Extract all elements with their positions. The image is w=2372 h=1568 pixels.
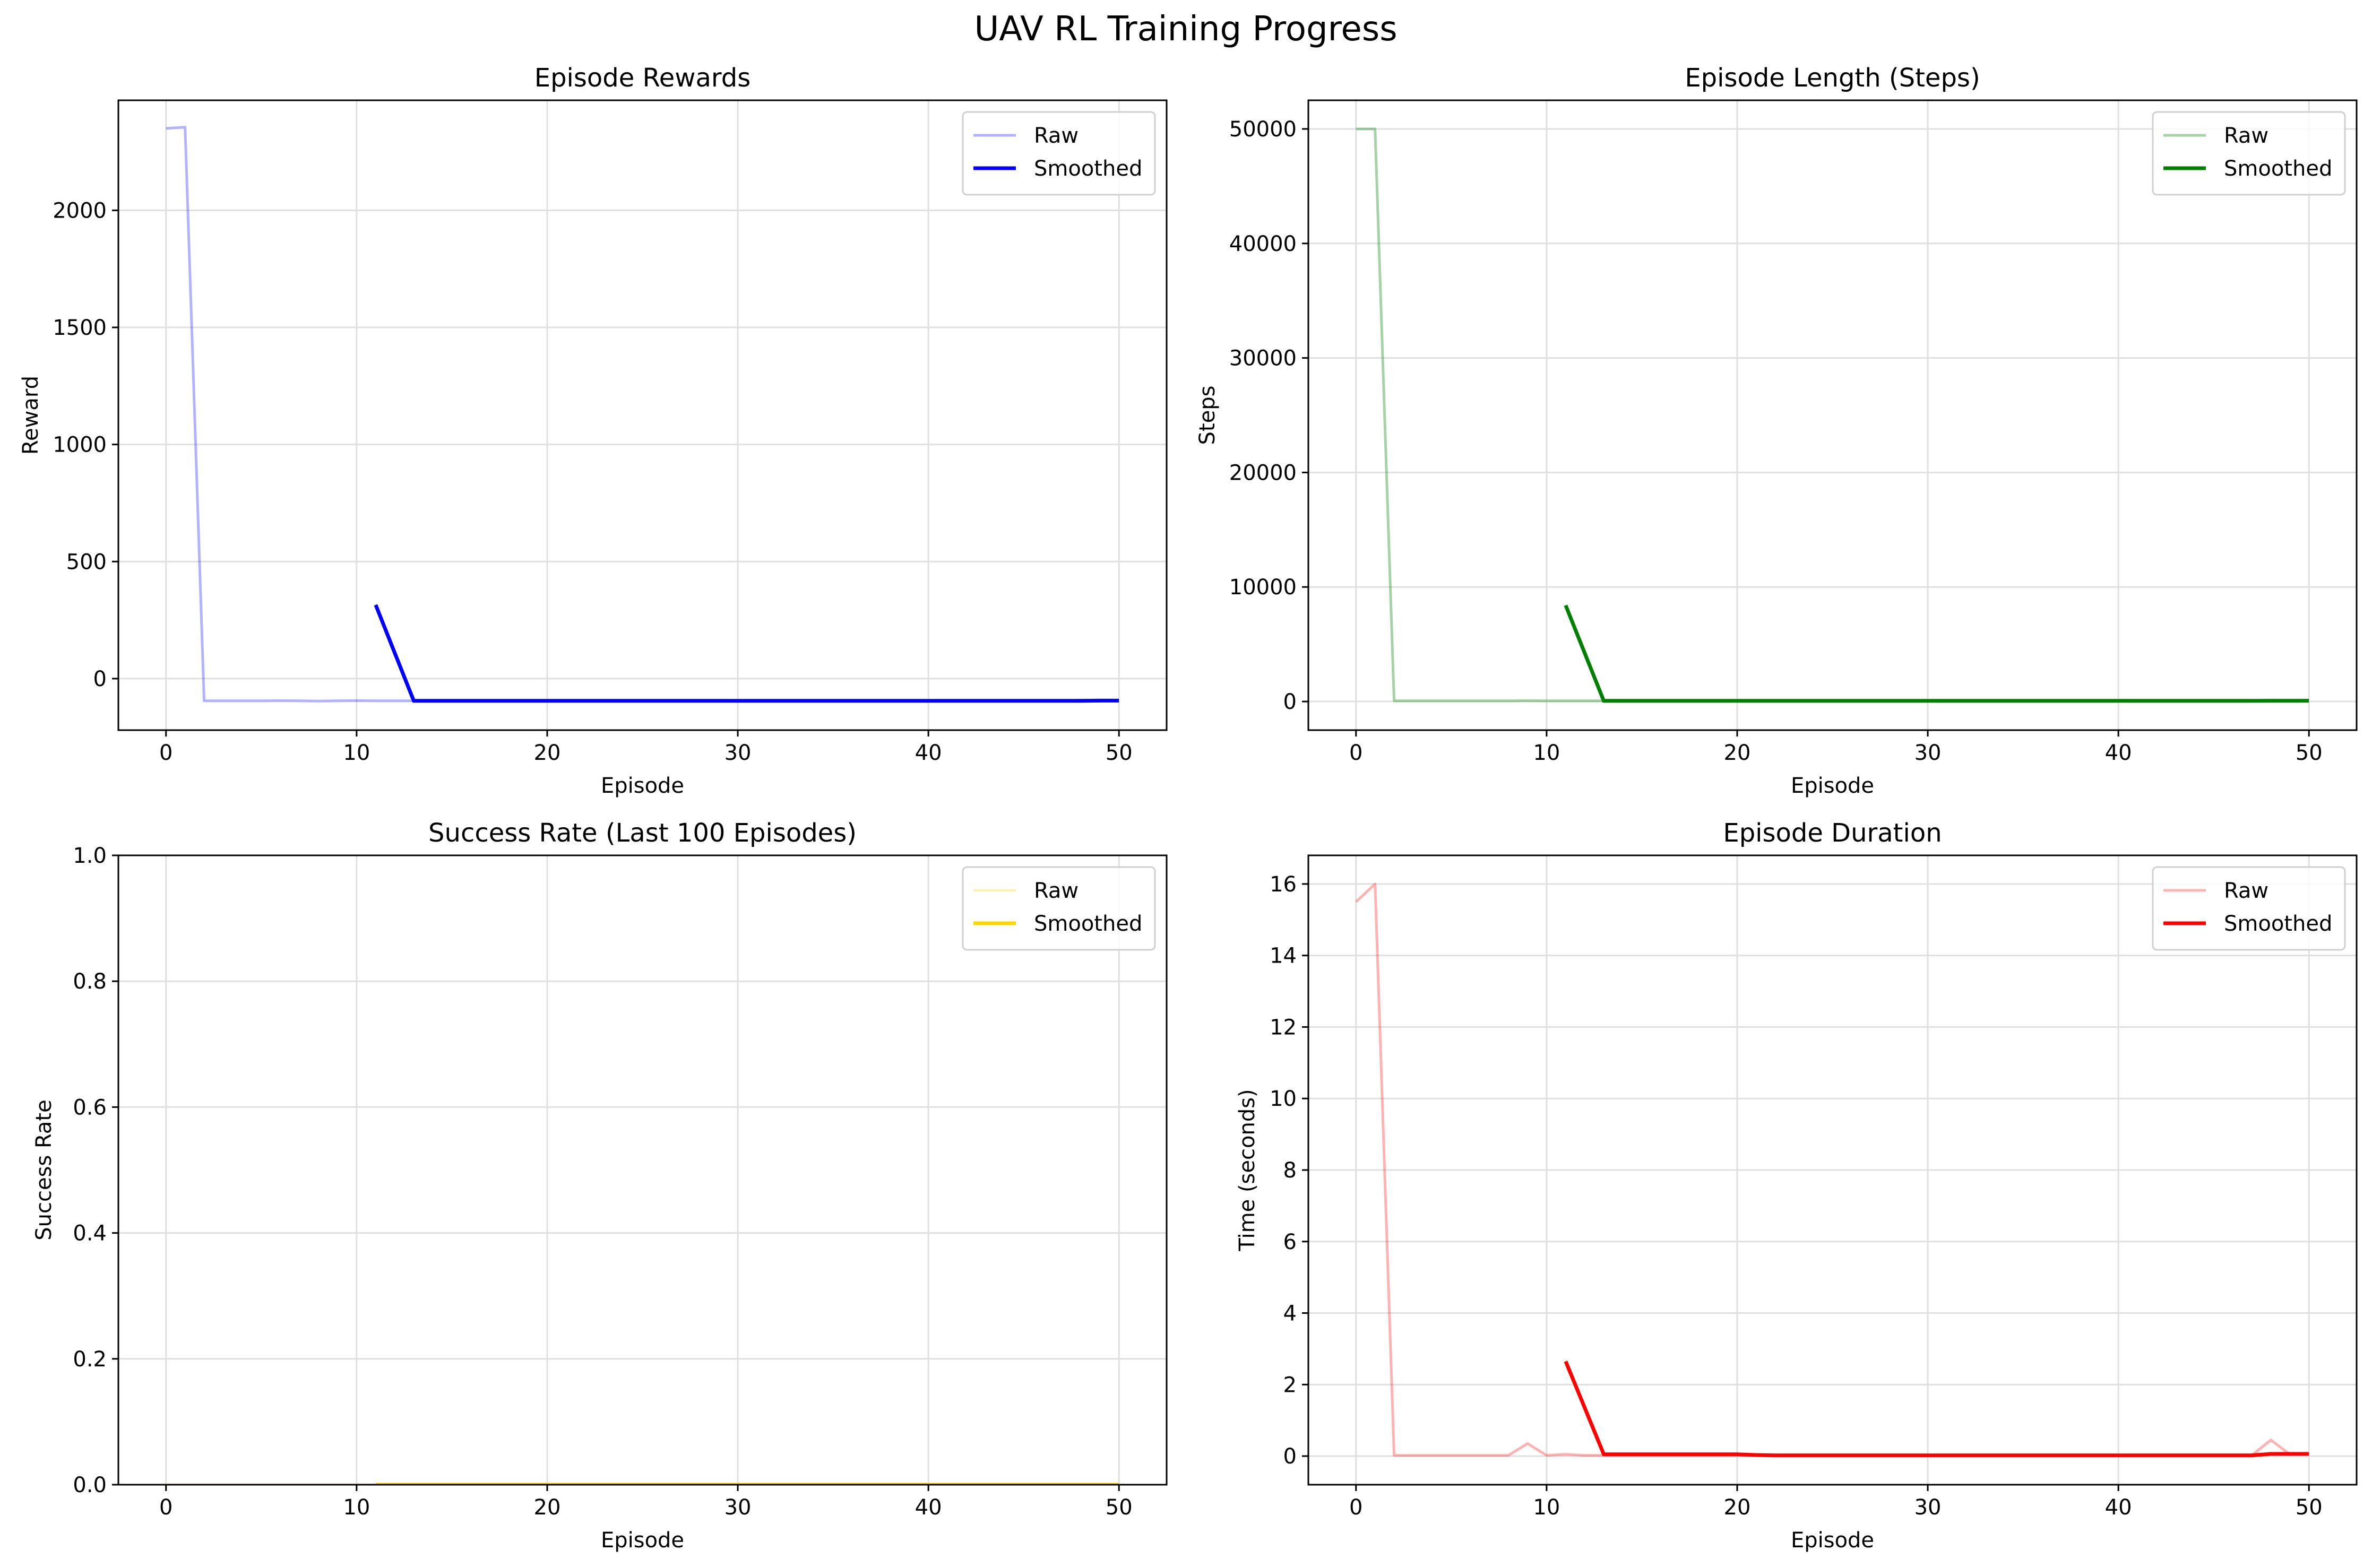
panel-title: Episode Rewards xyxy=(534,63,751,93)
axes-frame xyxy=(117,854,1168,1486)
legend: Raw Smoothed xyxy=(2152,866,2346,951)
x-tick-label: 30 xyxy=(724,1495,752,1520)
series-group xyxy=(166,126,1119,703)
y-axis-label: Time (seconds) xyxy=(1235,1089,1260,1251)
y-tick-label: 12 xyxy=(1270,1015,1297,1039)
y-tick-label: 0.2 xyxy=(73,1347,107,1372)
legend-label-smoothed: Smoothed xyxy=(1034,912,1142,936)
x-tick-label: 0 xyxy=(159,741,172,765)
x-tick-label: 10 xyxy=(343,1495,370,1520)
axes-frame xyxy=(1307,99,2358,731)
legend-box xyxy=(2152,866,2346,951)
x-axis-label: Episode xyxy=(1791,774,1874,798)
y-axis-label: Steps xyxy=(1195,386,1220,445)
panel-title: Episode Duration xyxy=(1723,818,1942,848)
x-tick-label: 30 xyxy=(1914,1495,1942,1520)
x-tick-label: 30 xyxy=(724,741,752,765)
x-tick-label: 20 xyxy=(534,1495,561,1520)
legend: Raw Smoothed xyxy=(962,866,1156,951)
x-tick-label: 10 xyxy=(1533,1495,1560,1520)
y-tick-label: 1000 xyxy=(53,433,107,457)
legend-label-raw: Raw xyxy=(1034,124,1079,148)
x-axis-label: Episode xyxy=(1791,1528,1874,1553)
legend-label-raw: Raw xyxy=(1034,879,1079,903)
y-tick-label: 6 xyxy=(1283,1230,1297,1254)
legend-label-smoothed: Smoothed xyxy=(1034,157,1142,181)
series-line-smoothed xyxy=(1564,604,2309,703)
legend-box xyxy=(962,111,1156,196)
x-axis-label: Episode xyxy=(601,1528,684,1553)
x-tick-label: 20 xyxy=(1724,1495,1751,1520)
x-tick-label: 40 xyxy=(915,1495,942,1520)
x-tick-label: 50 xyxy=(1106,1495,1133,1520)
y-tick-label: 0.4 xyxy=(73,1222,107,1246)
y-tick-label: 0 xyxy=(1283,1444,1297,1469)
y-tick-label: 1.0 xyxy=(73,844,107,868)
y-tick-label: 8 xyxy=(1283,1158,1297,1183)
series-group xyxy=(1356,127,2309,703)
x-tick-label: 20 xyxy=(534,741,561,765)
y-tick-label: 2000 xyxy=(53,198,107,223)
y-tick-label: 0.6 xyxy=(73,1095,107,1120)
y-axis-label: Reward xyxy=(19,376,43,455)
y-tick-label: 4 xyxy=(1283,1302,1297,1326)
x-axis-label: Episode xyxy=(601,774,684,798)
x-tick-label: 0 xyxy=(1349,1495,1362,1520)
series-group xyxy=(1355,882,2309,1458)
panel-title: Episode Length (Steps) xyxy=(1685,63,1980,93)
x-tick-label: 50 xyxy=(2296,741,2323,765)
x-tick-label: 20 xyxy=(1724,741,1751,765)
series-line-smoothed xyxy=(374,604,1119,703)
y-tick-label: 20000 xyxy=(1229,461,1297,485)
legend-label-raw: Raw xyxy=(2224,124,2269,148)
legend: Raw Smoothed xyxy=(2152,111,2346,196)
x-tick-label: 40 xyxy=(915,741,942,765)
x-tick-label: 50 xyxy=(1106,741,1133,765)
legend-label-raw: Raw xyxy=(2224,879,2269,903)
y-tick-label: 500 xyxy=(66,550,107,574)
legend-label-smoothed: Smoothed xyxy=(2224,157,2332,181)
x-tick-label: 50 xyxy=(2296,1495,2323,1520)
y-axis-label: Success Rate xyxy=(32,1099,56,1240)
y-tick-label: 40000 xyxy=(1229,232,1297,256)
series-line-smoothed xyxy=(1564,1361,2309,1458)
legend: Raw Smoothed xyxy=(962,111,1156,196)
panel-title: Success Rate (Last 100 Episodes) xyxy=(428,818,857,848)
x-tick-label: 30 xyxy=(1914,741,1942,765)
y-tick-label: 2 xyxy=(1283,1373,1297,1397)
y-tick-label: 1500 xyxy=(53,316,107,340)
legend-label-smoothed: Smoothed xyxy=(2224,912,2332,936)
panel-success-rate: 0 10 20 30 40 50 0.0 0.2 0.4 0.6 0.8 1.0 Success Rat… xyxy=(32,818,1168,1553)
x-tick-label: 40 xyxy=(2105,741,2132,765)
y-tick-label: 10000 xyxy=(1229,575,1297,600)
y-tick-label: 30000 xyxy=(1229,346,1297,371)
y-tick-label: 14 xyxy=(1270,944,1297,968)
panel-episode-duration: 0 10 20 30 40 50 0 2 4 6 8 10 12 14 16 Episode Duration… xyxy=(1235,818,2358,1553)
y-tick-label: 0 xyxy=(93,667,107,691)
y-tick-label: 0 xyxy=(1283,690,1297,714)
y-tick-label: 0.8 xyxy=(73,969,107,994)
axes-frame xyxy=(117,99,1168,731)
legend-box xyxy=(2152,111,2346,196)
figure-title: UAV RL Training Progress xyxy=(974,10,1397,49)
x-tick-label: 40 xyxy=(2105,1495,2132,1520)
x-tick-label: 10 xyxy=(1533,741,1560,765)
y-tick-label: 50000 xyxy=(1229,117,1297,142)
y-tick-label: 0.0 xyxy=(73,1473,107,1497)
panel-episode-length: 0 10 20 30 40 50 0 10000 20000 30000 40000 50000 Epi… xyxy=(1195,63,2358,798)
x-tick-label: 10 xyxy=(343,741,370,765)
x-tick-label: 0 xyxy=(1349,741,1362,765)
y-tick-label: 16 xyxy=(1270,872,1297,897)
y-tick-label: 10 xyxy=(1270,1087,1297,1111)
legend-box xyxy=(962,866,1156,951)
x-tick-label: 0 xyxy=(159,1495,172,1520)
